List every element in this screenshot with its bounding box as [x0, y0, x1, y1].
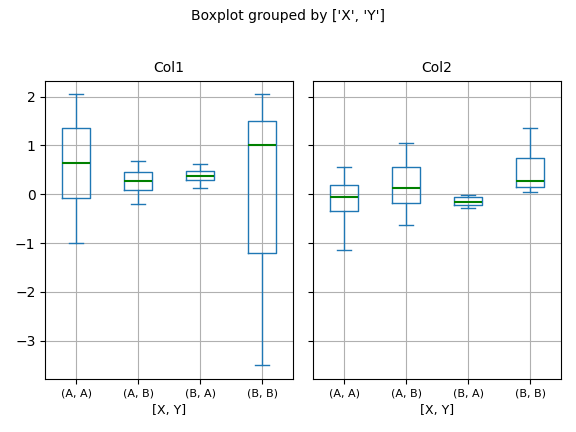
- Title: Col2: Col2: [422, 61, 453, 75]
- Text: Boxplot grouped by ['X', 'Y']: Boxplot grouped by ['X', 'Y']: [191, 9, 385, 22]
- X-axis label: [X, Y]: [X, Y]: [420, 404, 454, 417]
- X-axis label: [X, Y]: [X, Y]: [152, 404, 186, 417]
- Title: Col1: Col1: [154, 61, 185, 75]
